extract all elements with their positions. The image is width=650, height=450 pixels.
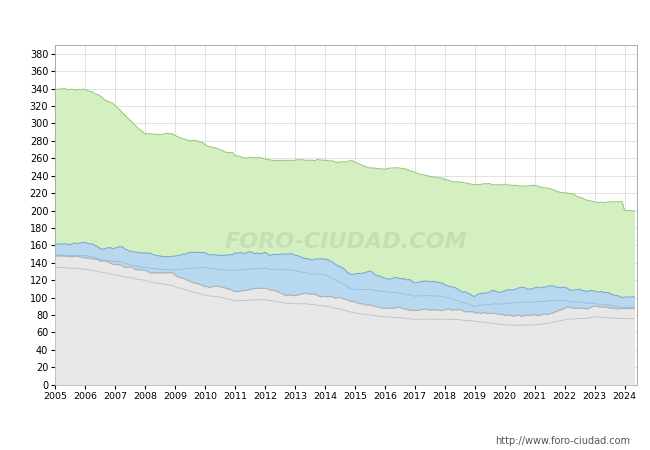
Text: FORO-CIUDAD.COM: FORO-CIUDAD.COM bbox=[225, 232, 467, 252]
Text: Zotes del Páramo - Evolucion de la poblacion en edad de Trabajar Mayo de 2024: Zotes del Páramo - Evolucion de la pobla… bbox=[57, 15, 593, 28]
Text: http://www.foro-ciudad.com: http://www.foro-ciudad.com bbox=[495, 436, 630, 446]
